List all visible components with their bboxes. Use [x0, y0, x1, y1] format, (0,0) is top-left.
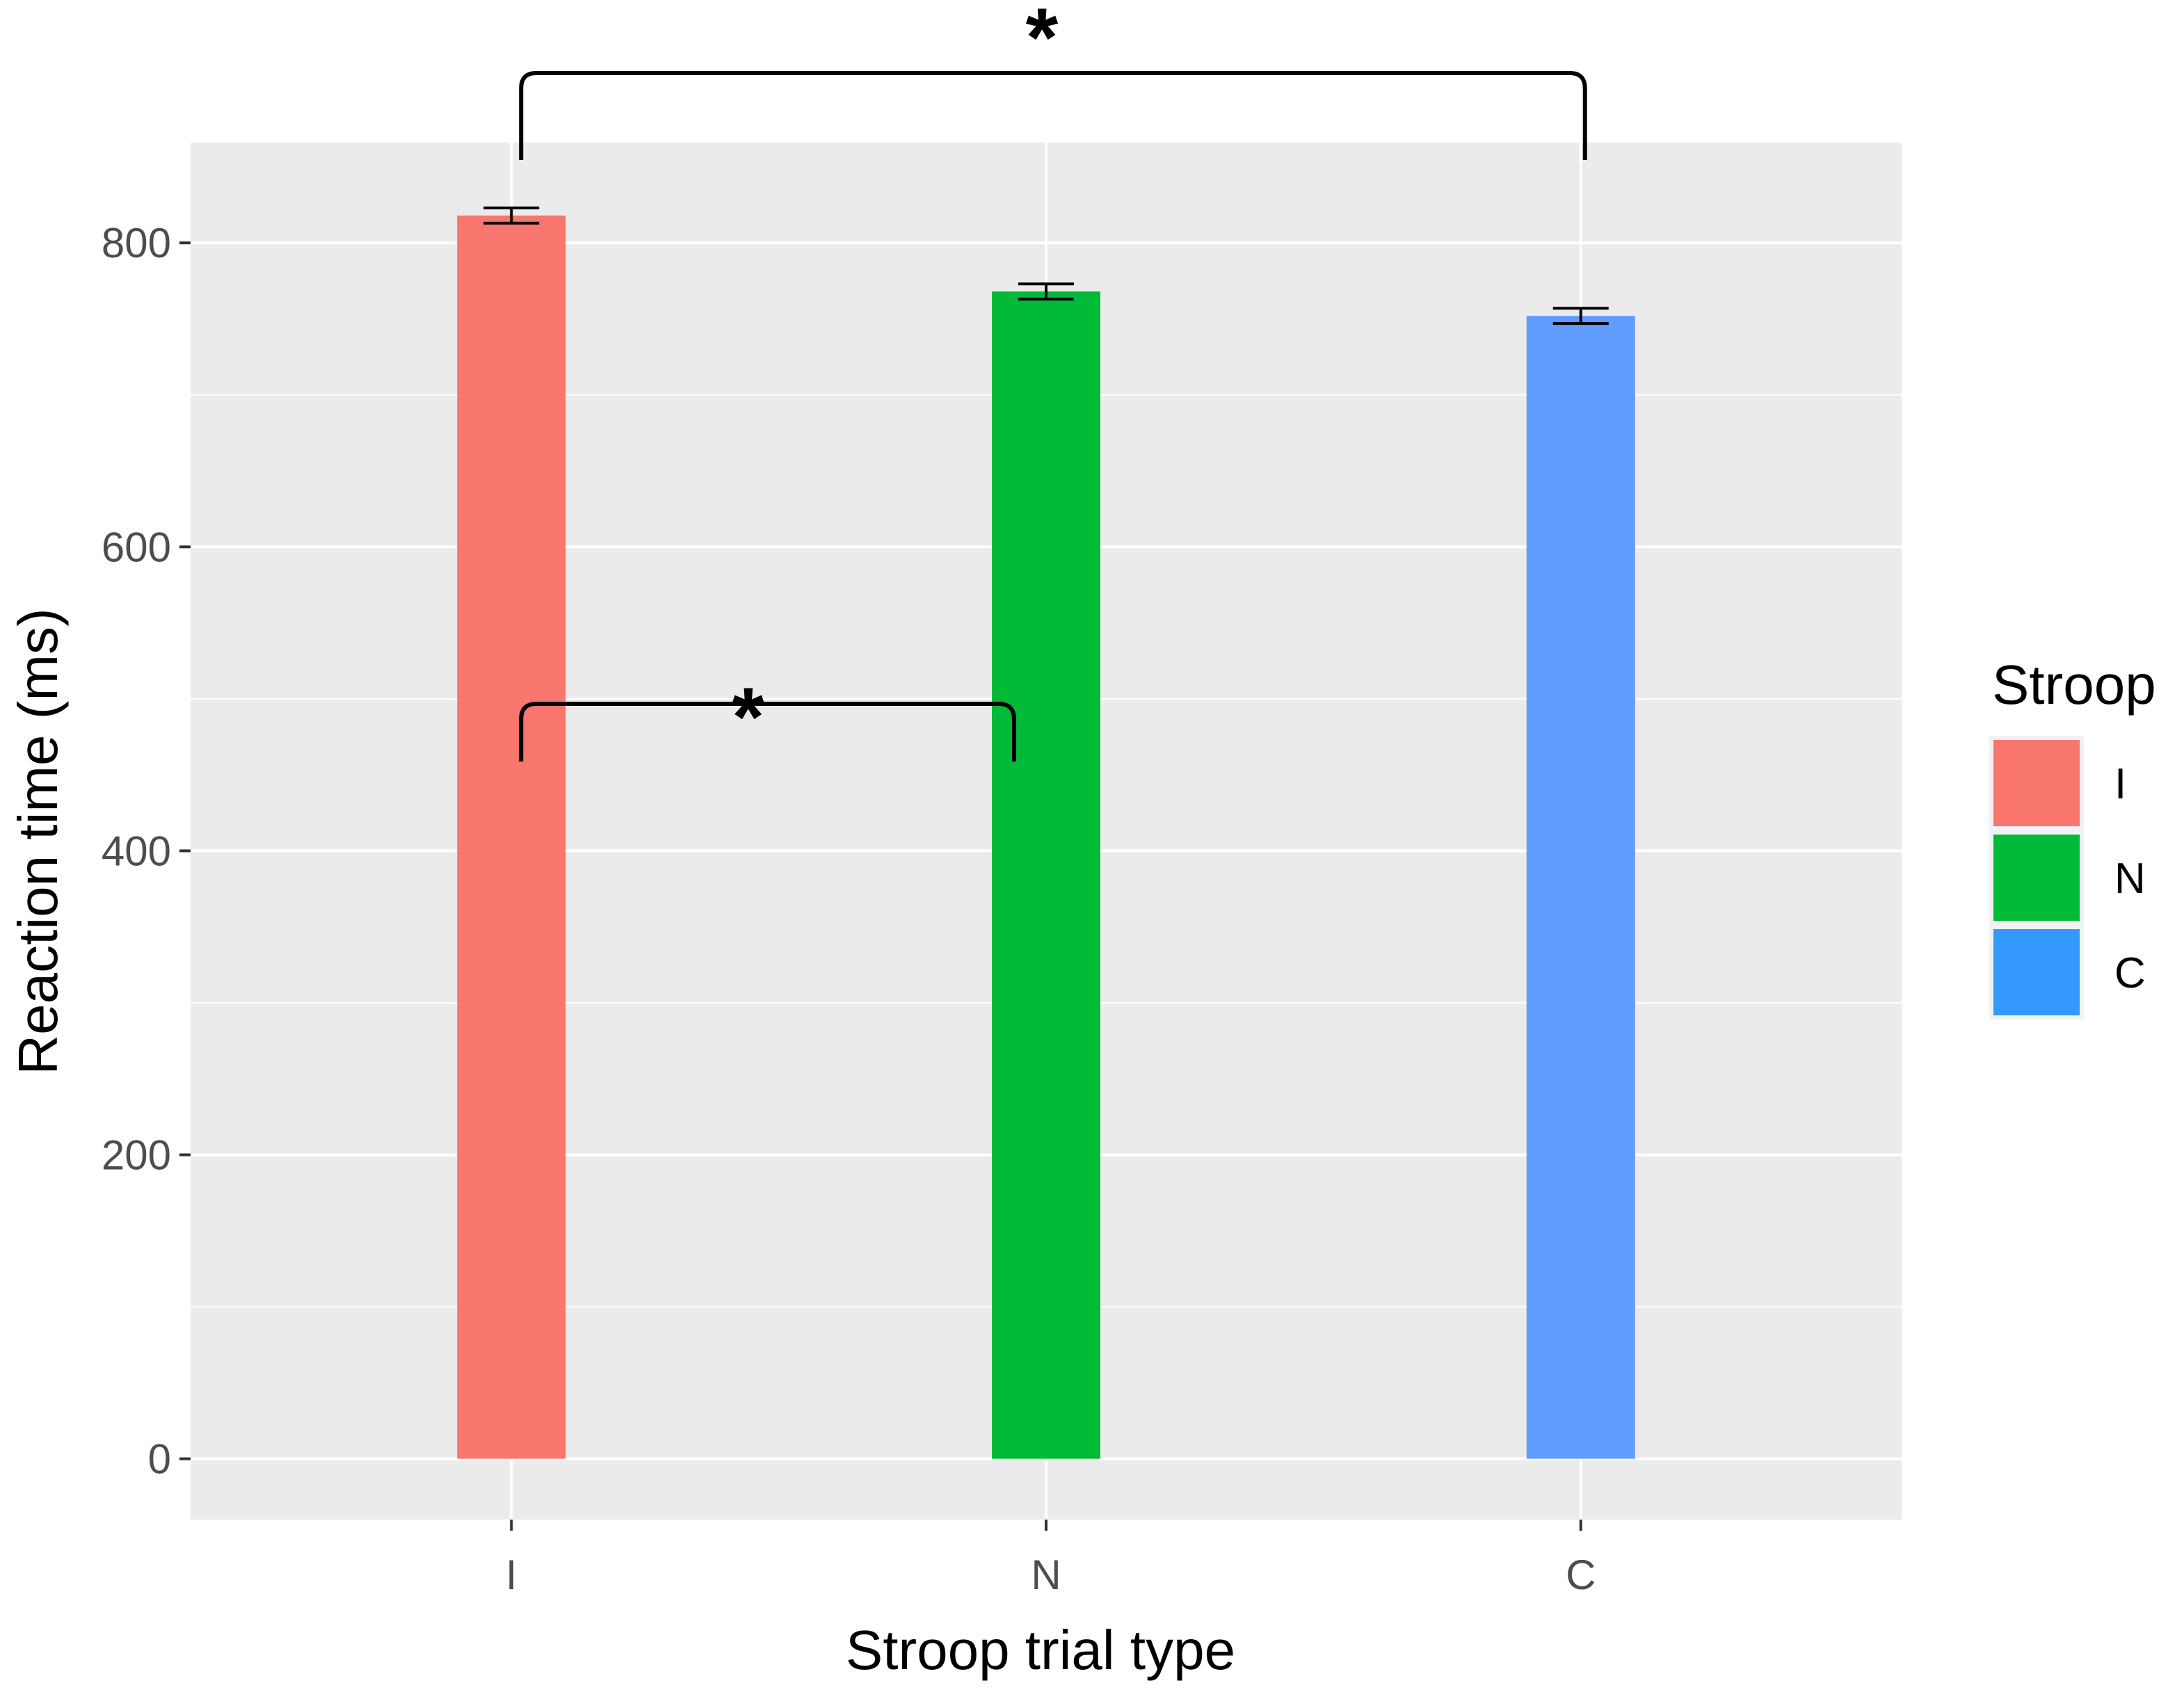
y-tick-label: 0	[148, 1436, 171, 1483]
x-tick-label: I	[506, 1552, 517, 1598]
legend: Stroop INC	[1989, 654, 2156, 1020]
error-bar-N	[1018, 282, 1074, 301]
y-tick-label: 600	[102, 524, 171, 570]
legend-items: INC	[1989, 736, 2146, 1020]
significance-bracket: *	[519, 0, 1587, 160]
x-axis-title: Stroop trial type	[846, 1619, 1235, 1681]
error-bar-C	[1552, 307, 1609, 325]
legend-swatch-N	[1993, 835, 2080, 921]
y-axis-ticks: 0 200 400 600 800	[102, 220, 191, 1483]
x-tick-label: C	[1566, 1552, 1596, 1598]
significance-star: *	[732, 670, 764, 764]
legend-label: N	[2114, 855, 2146, 903]
x-tick-label: N	[1031, 1552, 1061, 1598]
legend-title: Stroop	[1992, 654, 2156, 716]
y-tick-label: 200	[102, 1132, 171, 1178]
bar-C	[1526, 316, 1635, 1459]
significance-bracket: *	[519, 670, 1016, 764]
legend-swatch-C	[1993, 929, 2080, 1015]
significance-star: *	[1026, 0, 1059, 84]
error-bars	[483, 206, 1609, 325]
legend-label: I	[2114, 760, 2126, 808]
significance-brackets: **	[519, 0, 1587, 764]
y-axis-title: Reaction time (ms)	[7, 608, 69, 1074]
legend-label: C	[2114, 949, 2146, 997]
error-bar-I	[483, 206, 540, 225]
bar-I	[457, 215, 566, 1459]
bars	[457, 215, 1635, 1459]
bar-N	[992, 291, 1100, 1459]
y-tick-label: 800	[102, 220, 171, 266]
legend-swatch-I	[1993, 740, 2080, 826]
y-tick-label: 400	[102, 828, 171, 874]
